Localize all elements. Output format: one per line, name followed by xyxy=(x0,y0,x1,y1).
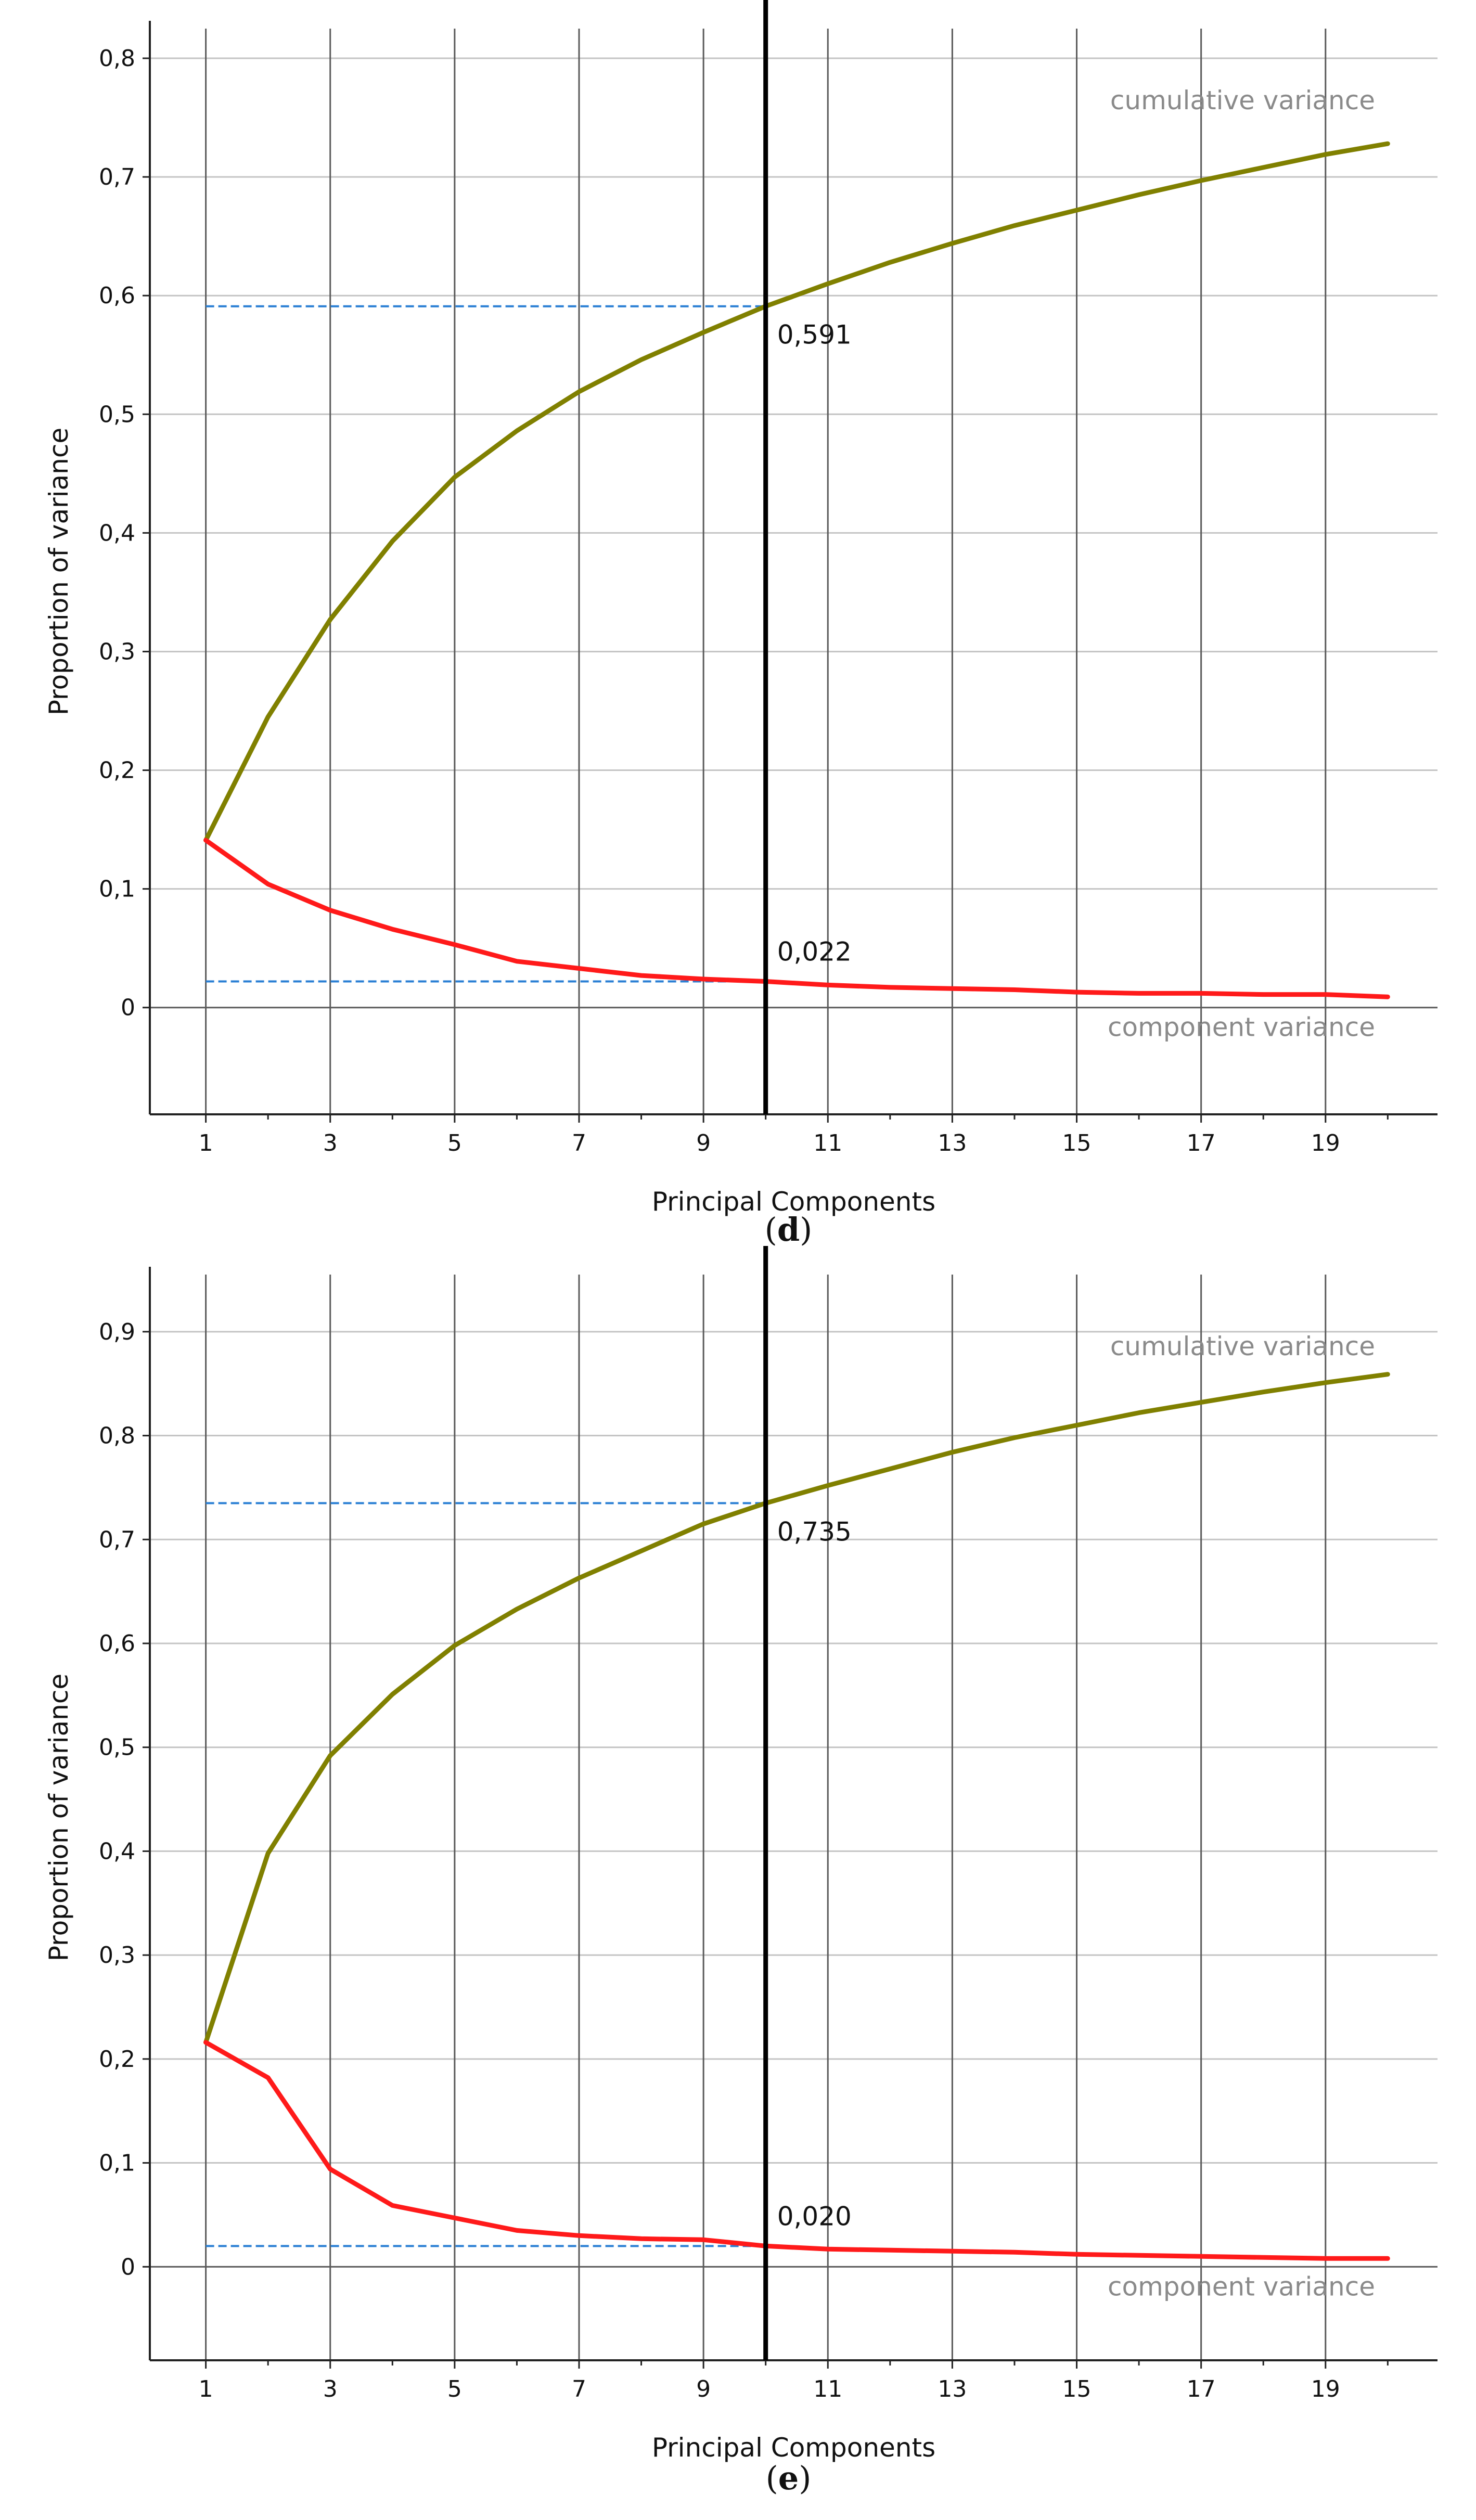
text-layer: Principal Components Proportion of varia… xyxy=(44,1331,1375,2497)
chart-panel-e: 00,10,20,30,40,50,60,70,80,91 3 5 7 9 11 13 15 1… xyxy=(44,1246,1438,2497)
panel-label-letter: e xyxy=(778,2459,799,2497)
x-tick-label: 17 xyxy=(1187,1130,1216,1156)
annotation-cumulative-value: 0,591 xyxy=(777,320,852,350)
axes: 00,10,20,30,40,50,60,70,80,91 3 5 7 9 11 13 15 1… xyxy=(99,1246,1438,2402)
y-tick-label: 0,8 xyxy=(99,1423,135,1449)
component-variance-line xyxy=(203,838,1390,999)
panel-label-open: ( xyxy=(765,1211,777,1249)
series-lines xyxy=(203,141,1390,999)
cumulative-variance-line xyxy=(203,1372,1390,2045)
series-label-component: component variance xyxy=(1108,1012,1375,1043)
y-axis-label: Proportion of variance xyxy=(44,428,74,715)
y-tick-label: 0,8 xyxy=(99,45,135,72)
y-tick-label: 0,6 xyxy=(99,282,135,309)
panel-label-close: ) xyxy=(799,2459,811,2497)
x-tick-label: 3 xyxy=(323,2376,338,2402)
y-tick-label: 0 xyxy=(121,995,135,1021)
panel-label-open: ( xyxy=(766,2459,778,2497)
panel-label: (d) xyxy=(765,1211,813,1249)
x-tick-label: 15 xyxy=(1062,2376,1092,2402)
y-tick-label: 0,4 xyxy=(99,520,135,546)
y-tick-label: 0,6 xyxy=(99,1630,135,1657)
grid xyxy=(150,29,1438,1114)
x-axis-label: Principal Components xyxy=(652,1187,935,1217)
chart-panel-d: 00,10,20,30,40,50,60,70,81 3 5 7 9 11 13 15 17 19… xyxy=(44,0,1438,1249)
x-tick-label: 1 xyxy=(199,2376,213,2402)
reference-lines xyxy=(206,1502,766,2247)
x-tick-label: 13 xyxy=(938,2376,967,2402)
y-tick-label: 0,3 xyxy=(99,638,135,665)
x-tick-label: 11 xyxy=(813,1130,842,1156)
x-tick-label: 3 xyxy=(323,1130,338,1156)
y-tick-label: 0,9 xyxy=(99,1319,135,1345)
annotation-component-value: 0,022 xyxy=(777,937,852,967)
x-tick-label: 9 xyxy=(696,1130,711,1156)
y-tick-label: 0,5 xyxy=(99,401,135,428)
component-variance-line xyxy=(203,2040,1390,2261)
panel-label-letter: d xyxy=(777,1211,800,1249)
x-tick-label: 9 xyxy=(696,2376,711,2402)
x-tick-label: 11 xyxy=(813,2376,842,2402)
x-tick-label: 7 xyxy=(572,1130,586,1156)
reference-lines xyxy=(206,305,766,983)
series-label-cumulative: cumulative variance xyxy=(1110,1331,1375,1361)
axes: 00,10,20,30,40,50,60,70,81 3 5 7 9 11 13 15 17 19 xyxy=(99,0,1438,1156)
series-label-cumulative: cumulative variance xyxy=(1110,85,1375,115)
y-tick-label: 0,2 xyxy=(99,2046,135,2073)
x-tick-label: 19 xyxy=(1311,2376,1340,2402)
series-label-component: component variance xyxy=(1108,2271,1375,2302)
x-tick-label: 13 xyxy=(938,1130,967,1156)
x-tick-label: 7 xyxy=(572,2376,586,2402)
x-axis-label: Principal Components xyxy=(652,2433,935,2463)
y-tick-label: 0,7 xyxy=(99,1526,135,1553)
y-tick-label: 0,2 xyxy=(99,757,135,784)
x-tick-label: 1 xyxy=(199,1130,213,1156)
y-tick-label: 0,5 xyxy=(99,1734,135,1761)
cumulative-variance-line xyxy=(203,141,1390,843)
y-tick-label: 0,3 xyxy=(99,1942,135,1969)
panel-label: (e) xyxy=(766,2459,812,2497)
text-layer: Principal Components Proportion of varia… xyxy=(44,85,1375,1249)
x-tick-label: 17 xyxy=(1187,2376,1216,2402)
y-tick-label: 0,7 xyxy=(99,164,135,190)
panel-label-close: ) xyxy=(800,1211,812,1249)
y-tick-label: 0,1 xyxy=(99,2150,135,2177)
x-tick-label: 19 xyxy=(1311,1130,1340,1156)
y-tick-label: 0,4 xyxy=(99,1838,135,1865)
annotation-cumulative-value: 0,735 xyxy=(777,1516,852,1547)
x-tick-label: 5 xyxy=(447,2376,462,2402)
x-tick-label: 15 xyxy=(1062,1130,1092,1156)
y-tick-label: 0,1 xyxy=(99,876,135,903)
x-tick-label: 5 xyxy=(447,1130,462,1156)
y-tick-label: 0 xyxy=(121,2254,135,2280)
grid xyxy=(150,1275,1438,2360)
annotation-component-value: 0,020 xyxy=(777,2201,852,2231)
series-lines xyxy=(203,1372,1390,2261)
y-axis-label: Proportion of variance xyxy=(44,1674,74,1961)
